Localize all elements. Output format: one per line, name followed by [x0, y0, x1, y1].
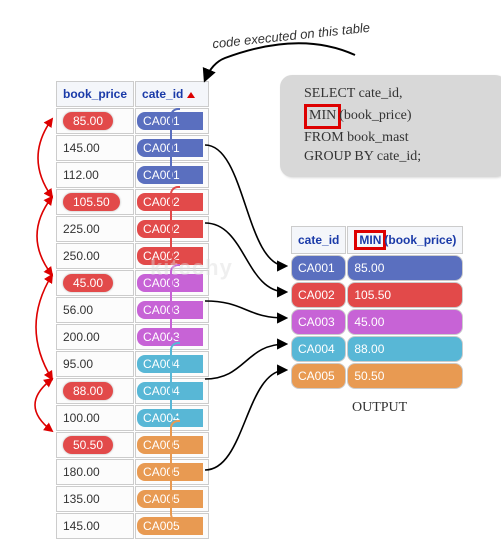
- table-row: 200.00CA003: [56, 324, 209, 350]
- table-row: 250.00CA002: [56, 243, 209, 269]
- group-to-output-arrow: [205, 223, 286, 292]
- price-cell: 135.00: [56, 486, 134, 512]
- table-row: 56.00CA003: [56, 297, 209, 323]
- sql-line-3: FROM book_mast: [304, 129, 499, 148]
- price-cell: 85.00: [56, 108, 134, 134]
- price-cell: 112.00: [56, 162, 134, 188]
- min-price-pill: 88.00: [63, 382, 113, 400]
- price-cell: 145.00: [56, 513, 134, 539]
- output-val-cell: 105.50: [347, 282, 463, 308]
- group-bracket: [170, 420, 180, 522]
- price-cell: 105.50: [56, 189, 134, 215]
- output-cate-cell: CA002: [291, 282, 346, 308]
- output-cate-cell: CA001: [291, 255, 346, 281]
- price-cell: 45.00: [56, 270, 134, 296]
- output-val-cell: 85.00: [347, 255, 463, 281]
- table-row: 85.00CA001: [56, 108, 209, 134]
- output-table: cate_id MIN(book_price) CA00185.00CA0021…: [290, 225, 464, 390]
- price-cell: 180.00: [56, 459, 134, 485]
- min-price-pill: 85.00: [63, 112, 113, 130]
- min-link-arrow: [35, 379, 52, 431]
- min-price-pill: 50.50: [63, 436, 113, 454]
- source-table: book_price cate_id 85.00CA001145.00CA001…: [55, 80, 210, 540]
- min-link-arrow: [36, 275, 52, 379]
- output-row: CA00550.50: [291, 363, 463, 389]
- price-cell: 88.00: [56, 378, 134, 404]
- min-keyword-highlight: MIN: [304, 104, 341, 129]
- group-bracket: [170, 342, 180, 418]
- sql-code-box: SELECT cate_id, MIN(book_price) FROM boo…: [280, 75, 501, 177]
- min-output-highlight: MIN: [354, 230, 386, 250]
- price-cell: 100.00: [56, 405, 134, 431]
- price-cell: 50.50: [56, 432, 134, 458]
- price-cell: 145.00: [56, 135, 134, 161]
- table-row: 45.00CA003: [56, 270, 209, 296]
- group-to-output-arrow: [205, 301, 286, 318]
- output-row: CA002105.50: [291, 282, 463, 308]
- group-to-output-arrow: [205, 370, 286, 470]
- group-bracket: [170, 186, 180, 262]
- sql-line-4: GROUP BY cate_id;: [304, 148, 499, 167]
- sql-line-2: MIN(book_price): [304, 104, 499, 129]
- price-cell: 56.00: [56, 297, 134, 323]
- output-val-cell: 45.00: [347, 309, 463, 335]
- output-val-cell: 50.50: [347, 363, 463, 389]
- table-row: 112.00CA001: [56, 162, 209, 188]
- min-link-arrow: [38, 119, 52, 197]
- table-row: 180.00CA005: [56, 459, 209, 485]
- table-row: 225.00CA002: [56, 216, 209, 242]
- table-row: 135.00CA005: [56, 486, 209, 512]
- output-row: CA00185.00: [291, 255, 463, 281]
- output-header-cate: cate_id: [291, 226, 346, 254]
- min-link-arrow: [37, 197, 52, 275]
- output-label: OUTPUT: [352, 400, 407, 416]
- group-bracket: [170, 264, 180, 340]
- table-row: 88.00CA004: [56, 378, 209, 404]
- sql-line-2-rest: (book_price): [339, 108, 411, 123]
- min-price-pill: 105.50: [63, 193, 120, 211]
- price-cell: 250.00: [56, 243, 134, 269]
- caption-text: code executed on this table: [212, 20, 371, 51]
- source-header-price: book_price: [56, 81, 134, 107]
- sql-line-1: SELECT cate_id,: [304, 85, 499, 104]
- output-cate-cell: CA004: [291, 336, 346, 362]
- group-bracket: [170, 108, 180, 184]
- table-row: 105.50CA002: [56, 189, 209, 215]
- source-header-cate: cate_id: [135, 81, 209, 107]
- table-row: 145.00CA005: [56, 513, 209, 539]
- output-cate-cell: CA005: [291, 363, 346, 389]
- sort-indicator-icon: [187, 92, 195, 98]
- output-header-min: MIN(book_price): [347, 226, 463, 254]
- table-row: 50.50CA005: [56, 432, 209, 458]
- output-row: CA00488.00: [291, 336, 463, 362]
- output-row: CA00345.00: [291, 309, 463, 335]
- table-row: 95.00CA004: [56, 351, 209, 377]
- group-to-output-arrow: [205, 344, 286, 379]
- output-cate-cell: CA003: [291, 309, 346, 335]
- price-cell: 200.00: [56, 324, 134, 350]
- price-cell: 225.00: [56, 216, 134, 242]
- table-row: 145.00CA001: [56, 135, 209, 161]
- group-to-output-arrow: [205, 145, 286, 266]
- table-row: 100.00CA004: [56, 405, 209, 431]
- output-val-cell: 88.00: [347, 336, 463, 362]
- min-price-pill: 45.00: [63, 274, 113, 292]
- price-cell: 95.00: [56, 351, 134, 377]
